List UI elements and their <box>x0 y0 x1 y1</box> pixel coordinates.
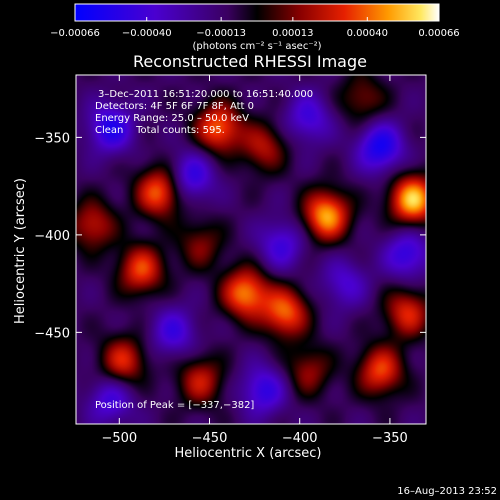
plot-area <box>76 75 426 424</box>
annotation-peak: Position of Peak = [−337,−382] <box>95 400 254 411</box>
x-tick-label: −500 <box>101 431 137 446</box>
annotation-energy: Energy Range: 25.0 – 50.0 keV <box>95 113 249 124</box>
y-tick-label: −450 <box>34 326 70 341</box>
axis-ticks: −500 −450 −400 −350 −350 −400 −450 <box>34 75 426 446</box>
annotation-time: 3–Dec–2011 16:51:20.000 to 16:51:40.000 <box>98 89 313 100</box>
annotation-clean: Clean Total counts: 595. <box>95 125 225 136</box>
footer-date: 16–Aug–2013 23:52 <box>397 486 497 497</box>
colorbar-tick-label: −0.00066 <box>50 28 100 39</box>
chart-title: Reconstructed RHESSI Image <box>133 52 367 71</box>
x-axis-label: Heliocentric X (arcsec) <box>175 446 322 461</box>
colorbar-tick-label: 0.00040 <box>347 28 388 39</box>
y-axis-label: Heliocentric Y (arcsec) <box>13 178 28 324</box>
heatmap-image <box>76 75 426 424</box>
y-tick-label: −350 <box>34 131 70 146</box>
x-tick-label: −450 <box>192 431 228 446</box>
colorbar-ticks: −0.00066 −0.00040 −0.00013 0.00013 0.00040 0.… <box>50 17 460 39</box>
colorbar <box>74 3 440 22</box>
y-tick-label: −400 <box>34 229 70 244</box>
colorbar-tick-label: 0.00066 <box>418 28 459 39</box>
x-tick-label: −400 <box>282 431 318 446</box>
plot-frame <box>75 74 427 425</box>
annotation-detectors: Detectors: 4F 5F 6F 7F 8F, Att 0 <box>95 101 254 112</box>
x-tick-label: −350 <box>372 431 408 446</box>
colorbar-tick-label: −0.00013 <box>196 28 246 39</box>
colorbar-tick-label: 0.00013 <box>272 28 313 39</box>
colorbar-unit-label: (photons cm⁻² s⁻¹ asec⁻²) <box>192 41 321 52</box>
colorbar-tick-label: −0.00040 <box>122 28 172 39</box>
